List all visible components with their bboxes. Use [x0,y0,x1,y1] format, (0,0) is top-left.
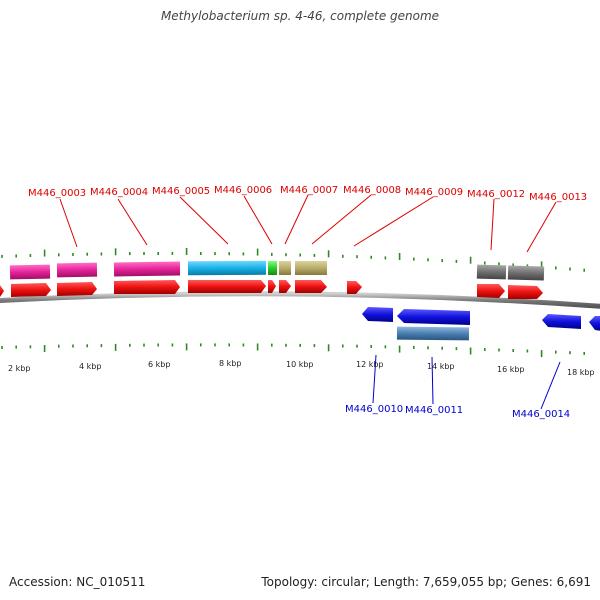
feat-0007[interactable] [279,261,291,275]
cds-a[interactable] [0,285,4,297]
leader-0008 [311,194,372,245]
feat-pink-1[interactable] [9,264,51,280]
scale-label-6kbp: 6 kbp [148,360,170,369]
bottom-labels: M446_0010 M446_0011 M446_0014 [345,404,570,420]
genome-backbone [0,291,600,309]
leader-0012 [490,198,495,251]
feat-0004[interactable] [113,261,181,277]
leader-0005 [179,196,229,245]
scale-labels: 2 kbp 4 kbp 6 kbp 8 kbp 10 kbp 12 kbp 14… [8,359,595,377]
cds-0008[interactable] [295,280,327,293]
reverse-cds-track [362,307,600,331]
label-m446-0009[interactable]: M446_0009 [405,187,463,198]
scale-label-2kbp: 2 kbp [8,364,30,373]
feat-0012[interactable] [476,264,507,280]
label-m446-0011[interactable]: M446_0011 [405,405,463,416]
scale-label-4kbp: 4 kbp [79,362,101,371]
label-m446-0012[interactable]: M446_0012 [467,189,525,200]
cds-0011[interactable] [397,309,470,325]
leader-0006 [243,195,273,245]
feature-track-bottom [396,326,470,341]
feat-0013[interactable] [507,265,545,281]
cds-0013[interactable] [508,285,543,299]
feat-0011[interactable] [396,326,470,341]
label-m446-0006[interactable]: M446_0006 [214,185,272,196]
leader-0013 [526,201,557,253]
scale-label-14kbp: 14 kbp [427,362,455,371]
feature-track-top [9,260,545,281]
feat-0005[interactable] [187,260,267,276]
scale-label-12kbp: 12 kbp [356,360,384,369]
cds-0012[interactable] [477,284,505,298]
leader-0003 [59,198,78,248]
scale-label-18kbp: 18 kbp [567,368,595,377]
forward-cds-track [0,280,543,299]
cds-0007[interactable] [279,280,291,293]
scale-label-16kbp: 16 kbp [497,365,525,374]
accession-text: Accession: NC_010511 [9,575,146,589]
label-m446-0008[interactable]: M446_0008 [343,185,401,196]
label-m446-0005[interactable]: M446_0005 [152,186,210,197]
cds-b[interactable] [11,283,51,297]
label-m446-0004[interactable]: M446_0004 [90,187,148,198]
leader-0010 [372,354,377,404]
cds-0004[interactable] [114,280,180,294]
cds-0009[interactable] [347,281,362,294]
cds-0006[interactable] [268,280,276,293]
feat-0003[interactable] [56,262,98,278]
cds-0014[interactable] [542,314,581,329]
feat-0008[interactable] [294,260,328,276]
label-m446-0007[interactable]: M446_0007 [280,185,338,196]
label-m446-0013[interactable]: M446_0013 [529,192,587,203]
leader-0009 [353,196,434,247]
top-labels: M446_0003 M446_0004 M446_0005 M446_0006 … [28,185,587,203]
cds-edge[interactable] [589,316,600,331]
feat-0006[interactable] [268,261,277,275]
genome-title: Methylobacterium sp. 4-46, complete geno… [160,9,440,23]
label-m446-0003[interactable]: M446_0003 [28,188,86,199]
cds-0010[interactable] [362,307,393,322]
cds-0005[interactable] [188,280,266,293]
cds-0003[interactable] [57,282,97,296]
leader-0004 [117,198,148,246]
scale-label-10kbp: 10 kbp [286,360,314,369]
leader-0014 [540,361,561,410]
label-m446-0010[interactable]: M446_0010 [345,404,403,415]
scale-label-8kbp: 8 kbp [219,359,241,368]
inner-tick-ring [1,343,586,358]
label-m446-0014[interactable]: M446_0014 [512,409,570,420]
genome-summary-text: Topology: circular; Length: 7,659,055 bp… [261,575,591,589]
leader-0011 [431,356,434,405]
label-leaders [59,194,561,410]
leader-0007 [284,194,309,245]
